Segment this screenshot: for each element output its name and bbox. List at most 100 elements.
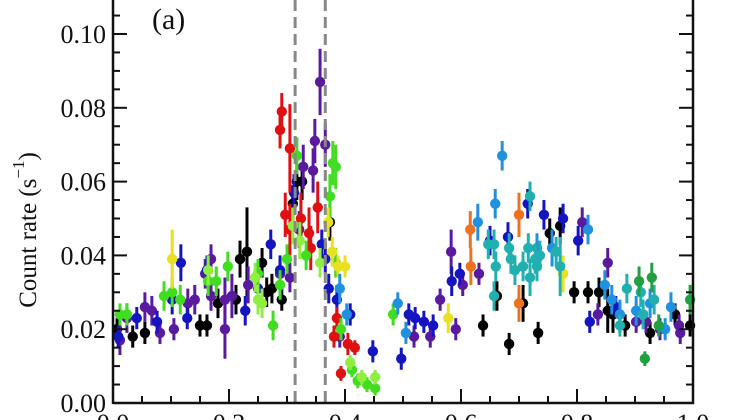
data-point [621,283,633,294]
data-point [280,209,291,221]
data-point [517,261,529,272]
data-point [166,287,178,298]
data-point [633,276,645,287]
data-point [327,246,338,257]
y-tick-label: 0.02 [61,315,107,344]
data-point [488,290,500,302]
data-point [121,309,133,320]
x-tick-label: 1.0 [677,409,710,420]
data-point [606,294,617,305]
data-point [465,261,477,272]
data-point [182,312,193,324]
data-point [151,316,163,328]
data-point [201,320,213,331]
data-point [303,228,315,239]
data-point [276,106,287,117]
data-point [568,287,580,298]
data-point [473,268,485,280]
y-tick-label: 0.00 [61,389,107,418]
data-point [572,235,584,246]
data-point [127,331,138,342]
tick-labels: 0.00 0.02 0.04 0.06 0.08 0.10 0.0 0.2 0.4 0.6 0.8 1… [61,20,710,420]
data-point [281,253,293,265]
data-point [222,261,234,272]
data-point [653,320,664,331]
data-point [445,246,457,257]
x-tick-label: 0.2 [213,409,246,420]
data-point [339,261,351,272]
series-7 [465,192,525,322]
data-point [450,324,461,335]
data-point [356,371,368,383]
data-point [312,202,323,213]
panel-label: (a) [152,3,185,36]
y-tick-label: 0.08 [61,94,107,123]
y-tick-label: 0.10 [61,20,107,49]
data-point [234,253,246,265]
data-point [175,294,186,305]
data-point [349,342,361,353]
data-point [637,309,649,320]
data-point [400,327,412,339]
data-point [265,239,276,250]
data-point [427,320,439,331]
axes [111,0,695,405]
data-point [503,242,515,254]
data-point [146,305,158,316]
data-point [341,309,352,320]
data-point [648,294,660,305]
data-point [675,327,686,339]
data-point [166,253,178,265]
data-point [646,272,658,283]
data-point [334,283,345,294]
y-axis-label: Count rate (s−1) [9,152,42,308]
data-point [488,239,500,250]
data-point [599,279,611,291]
data-point [434,294,446,305]
data-point [330,161,341,173]
data-point [241,246,253,257]
series-10 [633,262,696,367]
data-point [557,213,569,224]
series-2 [113,174,622,370]
data-point [324,191,336,202]
data-point [392,298,403,309]
data-point [584,316,595,328]
data-point [266,283,278,294]
data-point [298,161,309,173]
data-point [524,272,536,283]
data-point [665,301,677,313]
series-1 [114,48,686,359]
data-point [538,209,550,221]
data-point [361,379,373,390]
data-point [534,250,546,261]
data-point [408,331,420,342]
data-point [509,264,521,276]
data-point [443,312,454,324]
data-point [396,353,407,364]
data-point [300,250,312,261]
data-point [202,264,214,276]
data-point [554,261,566,272]
data-point [490,261,501,272]
y-axis-label-exponent: −1 [9,161,28,179]
y-tick-label: 0.06 [61,168,107,197]
data-point [369,383,381,394]
y-axis-label-close: ) [15,152,42,160]
data-point [367,346,379,357]
data-point [328,331,340,342]
data-point [211,276,222,287]
data-point [523,242,534,254]
data-point [219,324,231,335]
data-point [175,257,187,268]
series-9 [483,181,660,337]
data-point [602,257,613,268]
data-point [256,298,268,309]
data-point [513,298,525,309]
data-point [532,327,544,339]
data-point [524,191,536,202]
x-tick-label: 0.0 [97,409,130,420]
data-point [294,235,305,246]
data-point [267,320,279,331]
